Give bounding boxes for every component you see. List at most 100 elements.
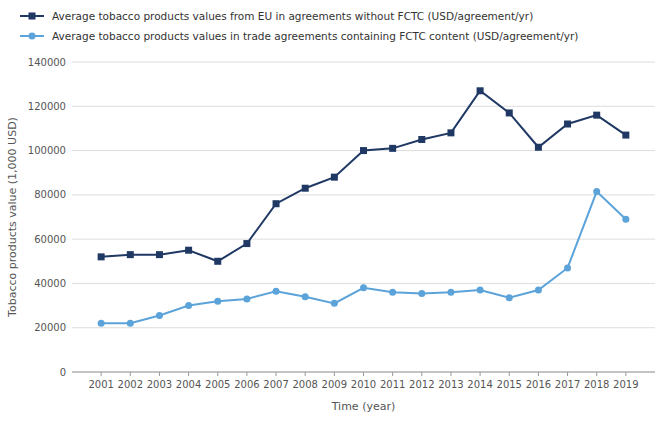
point <box>418 290 425 297</box>
x-tick-label: 2002 <box>118 379 143 390</box>
y-tick-label: 100000 <box>28 145 66 156</box>
y-tick-label: 0 <box>60 367 66 378</box>
point <box>331 300 338 307</box>
x-tick <box>538 372 539 376</box>
x-tick-label: 2008 <box>292 379 317 390</box>
point <box>185 247 192 254</box>
point <box>302 185 309 192</box>
y-tick-label: 140000 <box>28 57 66 68</box>
legend-label: Average tobacco products values from EU … <box>52 10 533 22</box>
point <box>243 240 250 247</box>
x-tick <box>101 372 102 376</box>
point <box>564 264 571 271</box>
x-tick <box>159 372 160 376</box>
legend-marker <box>29 33 36 40</box>
y-tick-label: 80000 <box>34 189 66 200</box>
x-tick-label: 2013 <box>438 379 463 390</box>
x-tick <box>276 372 277 376</box>
x-tick <box>217 372 218 376</box>
series <box>98 188 630 327</box>
point <box>214 298 221 305</box>
x-tick-label: 2014 <box>467 379 492 390</box>
point <box>593 188 600 195</box>
x-tick-label: 2012 <box>409 379 434 390</box>
point <box>389 145 396 152</box>
x-tick <box>363 372 364 376</box>
y-tick-label: 60000 <box>34 234 66 245</box>
y-tick-label: 40000 <box>34 278 66 289</box>
y-tick-label: 120000 <box>28 101 66 112</box>
x-tick-label: 2006 <box>234 379 259 390</box>
point <box>98 253 105 260</box>
grid-line <box>72 62 655 63</box>
background <box>0 0 669 430</box>
x-tick <box>130 372 131 376</box>
axes: 0 20000 40000 60000 80000 100000 120000 140000 2… <box>28 57 655 391</box>
x-tick-label: 2005 <box>205 379 230 390</box>
point <box>535 144 542 151</box>
x-tick <box>509 372 510 376</box>
point <box>156 251 163 258</box>
x-tick <box>450 372 451 376</box>
point <box>447 129 454 136</box>
point <box>214 258 221 265</box>
y-tick-label: 20000 <box>34 322 66 333</box>
x-tick-label: 2009 <box>322 379 347 390</box>
grid-line <box>72 194 655 195</box>
series <box>98 87 630 265</box>
series-line <box>101 192 626 324</box>
x-tick-label: 2015 <box>497 379 522 390</box>
legend-marker <box>29 13 36 20</box>
point <box>506 294 513 301</box>
point <box>360 147 367 154</box>
point <box>185 302 192 309</box>
x-tick <box>246 372 247 376</box>
x-tick-label: 2016 <box>526 379 551 390</box>
point <box>418 136 425 143</box>
x-tick-label: 2019 <box>613 379 638 390</box>
point <box>331 174 338 181</box>
legend: Average tobacco products values from EU … <box>20 10 578 42</box>
x-axis-label: Time (year) <box>331 400 396 413</box>
point <box>243 295 250 302</box>
grid-line <box>72 106 655 107</box>
grid-line <box>72 239 655 240</box>
chart: 0 20000 40000 60000 80000 100000 120000 140000 2… <box>0 0 669 430</box>
y-axis-label: Tobacco products value (1,000 USD) <box>6 117 19 318</box>
point <box>389 289 396 296</box>
point <box>477 87 484 94</box>
x-tick <box>305 372 306 376</box>
point <box>564 121 571 128</box>
legend-label: Average tobacco products values in trade… <box>52 30 578 42</box>
point <box>535 287 542 294</box>
point <box>273 288 280 295</box>
x-tick-label: 2001 <box>88 379 113 390</box>
x-tick-label: 2018 <box>584 379 609 390</box>
point <box>447 289 454 296</box>
x-tick <box>596 372 597 376</box>
x-tick-label: 2007 <box>263 379 288 390</box>
plot-area <box>98 87 630 327</box>
point <box>127 251 134 258</box>
x-tick-label: 2004 <box>176 379 201 390</box>
point <box>273 200 280 207</box>
point <box>477 287 484 294</box>
x-tick <box>567 372 568 376</box>
x-tick <box>334 372 335 376</box>
point <box>622 216 629 223</box>
series-line <box>101 91 626 262</box>
x-tick-label: 2017 <box>555 379 580 390</box>
x-tick-label: 2010 <box>351 379 376 390</box>
point <box>593 112 600 119</box>
point <box>127 320 134 327</box>
point <box>302 293 309 300</box>
point <box>360 284 367 291</box>
point <box>156 312 163 319</box>
grid-line <box>72 327 655 328</box>
x-tick-label: 2011 <box>380 379 405 390</box>
x-tick <box>421 372 422 376</box>
point <box>506 109 513 116</box>
point <box>622 132 629 139</box>
x-tick <box>480 372 481 376</box>
x-tick-label: 2003 <box>147 379 172 390</box>
